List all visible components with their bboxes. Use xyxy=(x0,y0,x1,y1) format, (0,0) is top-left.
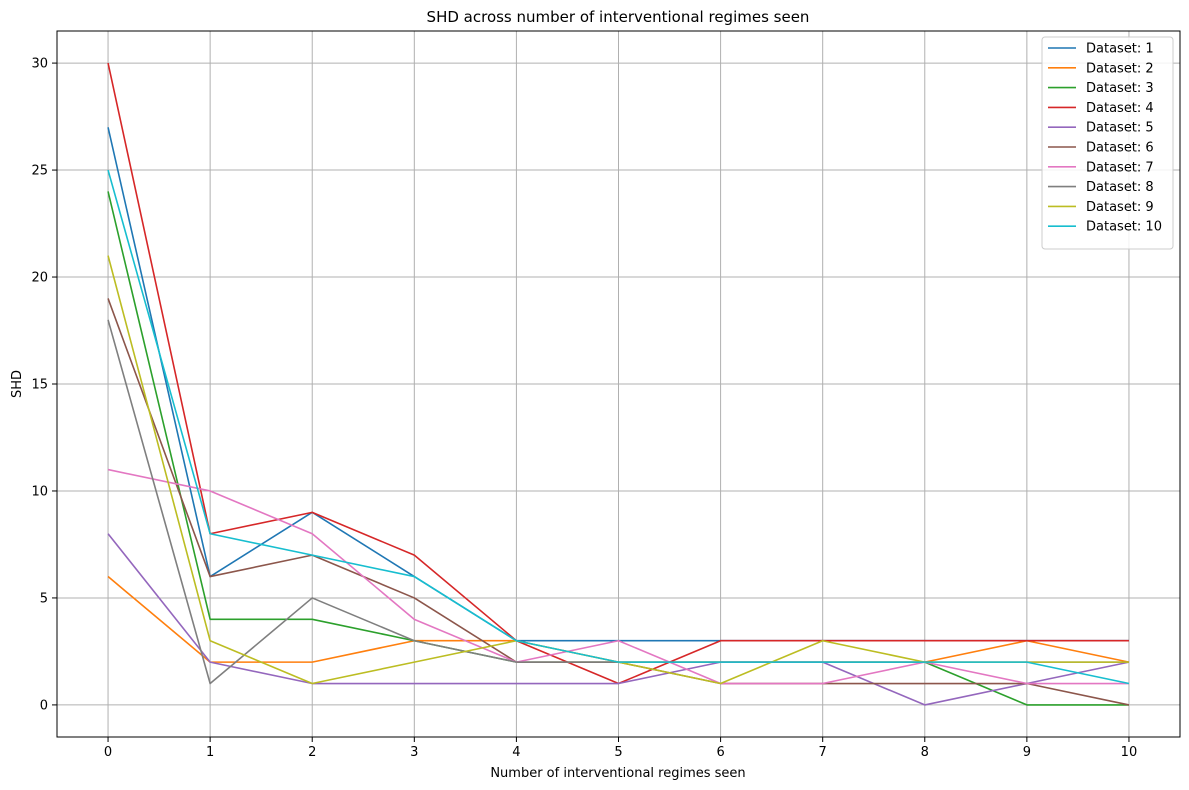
legend-label: Dataset: 10 xyxy=(1086,220,1162,235)
x-tick-label: 3 xyxy=(410,745,418,760)
x-tick-label: 7 xyxy=(819,745,827,760)
y-tick-label: 30 xyxy=(31,57,48,72)
x-axis-ticks: 0 1 2 3 4 5 6 7 8 9 10 xyxy=(104,737,1137,760)
legend: Dataset: 1 Dataset: 2 Dataset: 3 Dataset: 4… xyxy=(1041,36,1174,250)
y-axis-label: SHD xyxy=(10,370,25,398)
legend-label: Dataset: 9 xyxy=(1086,200,1154,215)
y-tick-label: 10 xyxy=(31,484,48,499)
legend-label: Dataset: 3 xyxy=(1086,81,1154,96)
legend-label: Dataset: 2 xyxy=(1086,61,1154,76)
x-tick-label: 4 xyxy=(512,745,520,760)
x-tick-label: 9 xyxy=(1023,745,1031,760)
chart-title: SHD across number of interventional regi… xyxy=(427,8,810,26)
series-line-7 xyxy=(107,468,1129,685)
x-axis-label: Number of interventional regimes seen xyxy=(490,766,745,781)
y-axis-ticks: 0 5 10 15 20 25 30 xyxy=(31,57,57,713)
x-tick-label: 8 xyxy=(921,745,929,760)
x-tick-label: 2 xyxy=(308,745,316,760)
grid-lines xyxy=(57,31,1180,737)
y-tick-label: 15 xyxy=(31,378,48,393)
series-lines xyxy=(107,62,1130,706)
y-tick-label: 0 xyxy=(40,698,48,713)
y-tick-label: 20 xyxy=(31,271,48,286)
legend-label: Dataset: 6 xyxy=(1086,141,1154,156)
legend-label: Dataset: 5 xyxy=(1086,121,1154,136)
x-tick-label: 0 xyxy=(104,745,112,760)
y-tick-label: 5 xyxy=(40,591,48,606)
legend-label: Dataset: 7 xyxy=(1086,160,1154,175)
x-tick-label: 10 xyxy=(1121,745,1138,760)
x-tick-label: 1 xyxy=(206,745,214,760)
x-tick-label: 5 xyxy=(614,745,622,760)
series-line-10 xyxy=(107,169,1130,685)
x-tick-label: 6 xyxy=(716,745,724,760)
y-tick-label: 25 xyxy=(31,164,48,179)
legend-label: Dataset: 1 xyxy=(1086,42,1154,57)
series-line-5 xyxy=(107,533,1130,706)
legend-label: Dataset: 8 xyxy=(1086,180,1154,195)
legend-label: Dataset: 4 xyxy=(1086,101,1154,116)
legend-box xyxy=(1041,36,1174,250)
